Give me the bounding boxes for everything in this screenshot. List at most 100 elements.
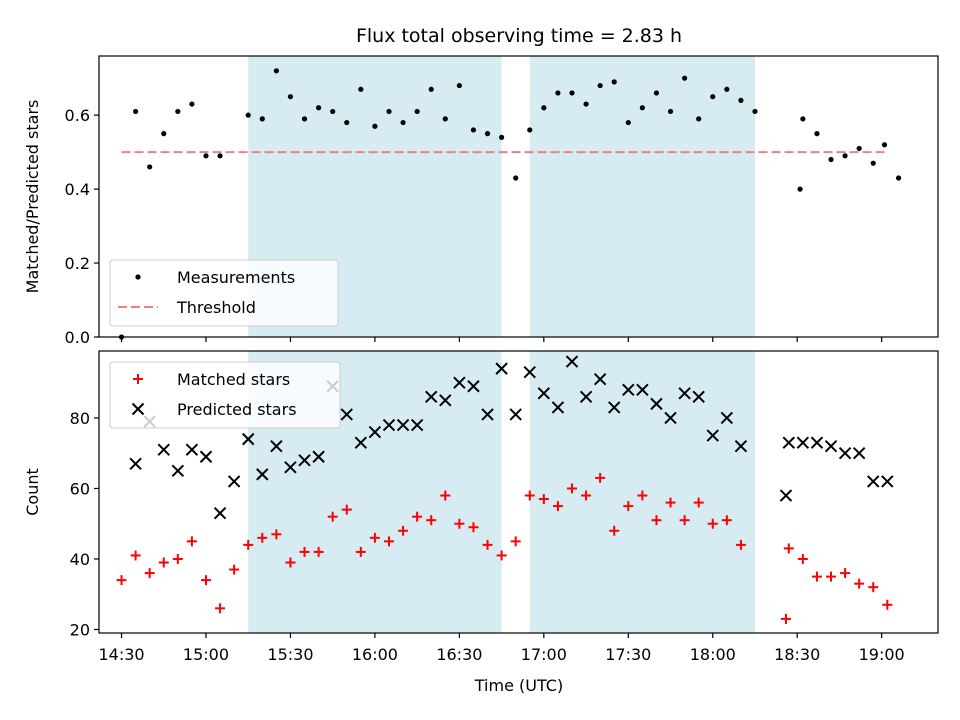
predicted-star-point-b: [467, 380, 480, 393]
predicted-star-point-b: [650, 397, 663, 411]
measurement-point: [442, 116, 448, 122]
predicted-star-point: [551, 401, 565, 414]
measurement-point: [814, 131, 820, 137]
y-tick-label: 80: [70, 409, 90, 428]
predicted-star-point-b: [199, 450, 213, 463]
predicted-star-point-b: [157, 443, 170, 456]
x-axis-label: Time (UTC): [474, 676, 563, 695]
matched-star-point: [679, 515, 690, 526]
measurement-point: [527, 127, 533, 133]
y-tick-label: 60: [70, 479, 90, 498]
measurement-point: [710, 94, 716, 100]
matched-star-point: [186, 536, 197, 547]
predicted-star-point-b: [824, 439, 838, 453]
matched-star-point: [313, 546, 324, 557]
matched-star-point: [797, 553, 808, 564]
matched-star-point: [780, 613, 791, 624]
predicted-star-point: [481, 408, 494, 421]
y-tick-label: 20: [70, 620, 90, 639]
predicted-star-point-b: [664, 411, 677, 425]
predicted-star-point: [824, 439, 838, 453]
predicted-star-point-b: [481, 408, 494, 421]
measurement-point: [358, 86, 364, 92]
measurement-point: [881, 142, 888, 148]
matched-star-point: [595, 472, 606, 483]
measurement-point: [203, 153, 209, 159]
legend-label: Threshold: [176, 298, 256, 317]
plot-frame: [98, 350, 939, 634]
predicted-star-point-b: [565, 355, 579, 368]
matched-star-point: [271, 529, 282, 540]
measurement-point: [287, 94, 294, 100]
predicted-star-point: [852, 447, 866, 460]
legend-marker-predicted: [131, 402, 145, 416]
predicted-star-point: [692, 390, 705, 404]
predicted-star-point-b: [734, 439, 748, 453]
matched-star-point: [285, 557, 296, 568]
measurement-point: [301, 116, 308, 122]
predicted-star-point-b: [706, 429, 719, 442]
predicted-star-point: [425, 390, 438, 404]
measurement-point: [372, 123, 378, 129]
predicted-star-point: [608, 401, 621, 414]
matched-star-point: [665, 497, 676, 508]
measurement-point: [344, 119, 350, 126]
predicted-star-point: [213, 506, 227, 520]
matched-star-point: [172, 553, 183, 564]
predicted-star-point-b: [838, 447, 852, 460]
measurement-point: [752, 108, 758, 115]
legend-box: [109, 259, 339, 327]
predicted-star-point-b: [678, 387, 691, 400]
predicted-star-point: [129, 457, 142, 471]
predicted-star-point: [312, 450, 325, 463]
measurement-point: [800, 116, 806, 122]
matched-star-point: [510, 536, 521, 547]
predicted-star-point-b: [720, 411, 734, 425]
matched-star-point: [144, 568, 155, 579]
bottom-panel: 20 40 60 80 14:30 15:00 15:30 16:00 16:30 17:00 17…: [23, 350, 939, 664]
predicted-star-point: [157, 443, 170, 456]
measurement-point: [499, 134, 505, 140]
measurement-point: [400, 119, 406, 126]
matched-star-point: [468, 522, 479, 533]
matched-star-point: [623, 501, 634, 512]
predicted-star-point: [593, 372, 607, 386]
measurement-point: [513, 175, 519, 181]
predicted-star-point: [171, 464, 185, 478]
predicted-star-point: [622, 383, 635, 396]
measurement-point: [738, 97, 744, 103]
measurement-point: [797, 186, 803, 192]
measurement-point: [611, 79, 617, 85]
measurement-point: [428, 86, 434, 92]
predicted-star-point-b: [256, 468, 269, 481]
measurement-point: [259, 116, 265, 122]
predicted-star-point-b: [425, 390, 438, 404]
predicted-star-point: [636, 383, 649, 396]
measurement-point: [724, 86, 730, 92]
measurement-point: [330, 108, 336, 115]
matched-star-point: [116, 575, 127, 586]
predicted-star-point: [706, 429, 719, 442]
measurement-point: [653, 90, 660, 96]
predicted-star-point-b: [171, 464, 185, 478]
measurement-point: [175, 108, 181, 115]
highlight-span: [529, 56, 755, 337]
predicted-star-point: [565, 355, 579, 368]
predicted-star-point: [579, 390, 593, 404]
x-tick-label: 14:30: [98, 645, 144, 664]
predicted-star-point: [537, 387, 551, 400]
legend-marker-measurements: [135, 274, 141, 280]
predicted-star-point: [838, 447, 852, 460]
predicted-star-point-b: [782, 436, 795, 449]
matched-star-point: [840, 568, 851, 579]
predicted-star-point-b: [537, 387, 551, 400]
measurement-point: [696, 116, 702, 122]
matched-star-point: [398, 525, 409, 536]
predicted-star-point-b: [523, 365, 536, 379]
predicted-star-point: [396, 418, 410, 432]
predicted-star-point-b: [298, 454, 311, 467]
plot-frame: [98, 55, 939, 338]
legend-label: Matched stars: [177, 370, 290, 389]
measurement-point: [583, 101, 589, 107]
y-tick-label: 0.0: [65, 328, 90, 347]
